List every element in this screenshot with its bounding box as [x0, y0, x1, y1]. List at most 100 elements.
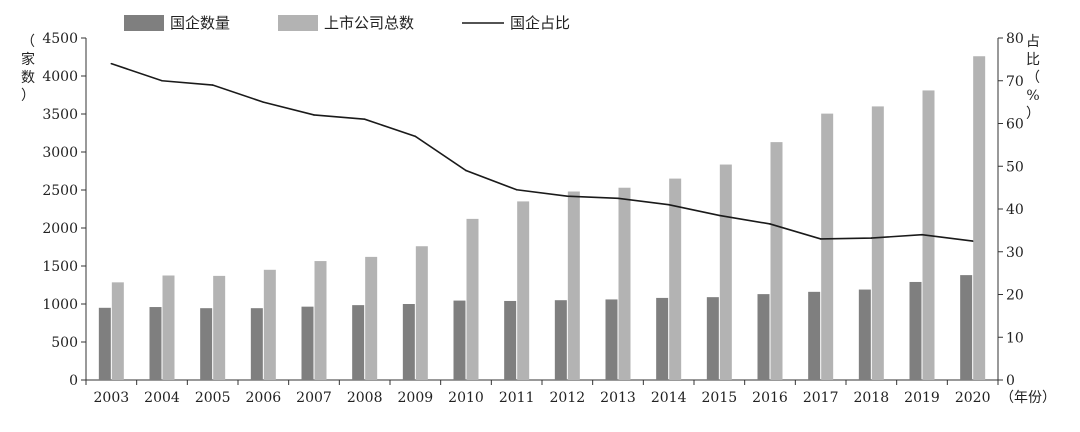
bar-soe-count	[504, 300, 517, 380]
y2-axis-title-char: （	[1026, 70, 1040, 86]
line-point-soe-share	[110, 62, 113, 65]
x-tick-label: 2017	[803, 390, 839, 406]
bar-soe-count	[605, 299, 618, 380]
legend-label-soe-count: 国企数量	[170, 14, 230, 32]
bar-soe-count	[706, 297, 719, 380]
x-unit-label: （年份）	[1000, 390, 1056, 406]
x-tick-label: 2004	[144, 390, 180, 406]
line-point-soe-share	[617, 197, 619, 200]
bar-soe-count	[301, 306, 314, 380]
bar-listed-total	[213, 275, 226, 380]
bar-soe-count	[656, 297, 669, 380]
y2-tick-label: 20	[1006, 288, 1024, 304]
line-point-soe-share	[819, 238, 822, 240]
bar-listed-total	[415, 246, 428, 380]
bar-soe-count	[858, 289, 871, 380]
line-point-soe-share	[718, 214, 721, 217]
y2-axis-title-char: 比	[1026, 52, 1040, 68]
bar-listed-total	[871, 106, 884, 381]
x-tick-label: 2014	[651, 390, 687, 406]
y-tick-label: 0	[69, 373, 78, 389]
y2-tick-label: 40	[1006, 202, 1024, 218]
x-tick-label: 2003	[94, 390, 130, 406]
bar-soe-count	[98, 307, 111, 380]
y-axis-title-char: （	[21, 34, 35, 50]
bar-listed-total	[263, 269, 276, 380]
bar-soe-count	[149, 307, 162, 380]
bar-listed-total	[162, 275, 175, 380]
y-axis-title-char: ）	[21, 88, 35, 104]
y2-axis-title-char: ）	[1026, 106, 1040, 122]
y2-axis-title-char: 占	[1026, 34, 1040, 50]
bar-soe-count	[250, 308, 263, 380]
y-tick-label: 4500	[42, 31, 78, 47]
x-tick-label: 2011	[499, 390, 535, 406]
bar-soe-count	[909, 281, 922, 380]
y-tick-label: 500	[51, 335, 78, 351]
x-tick-label: 2008	[347, 390, 383, 406]
y2-tick-label: 80	[1006, 31, 1024, 47]
line-point-soe-share	[313, 114, 315, 116]
line-point-soe-share	[769, 223, 771, 225]
y2-tick-label: 70	[1006, 74, 1024, 90]
bar-soe-count	[402, 304, 415, 380]
y-tick-label: 2500	[42, 183, 78, 199]
bar-soe-count	[200, 308, 213, 380]
y-tick-label: 3000	[42, 145, 78, 161]
bar-soe-count	[453, 300, 466, 380]
x-tick-label: 2009	[398, 390, 434, 406]
bar-soe-count	[554, 300, 567, 380]
x-tick-label: 2016	[752, 390, 788, 406]
x-tick-label: 2005	[195, 390, 231, 406]
legend-label-listed-total: 上市公司总数	[324, 14, 414, 32]
x-tick-label: 2012	[550, 390, 586, 406]
bar-listed-total	[365, 256, 378, 380]
line-point-soe-share	[971, 240, 974, 242]
bar-listed-total	[314, 261, 327, 380]
y2-axis-title-char: %	[1026, 88, 1039, 104]
x-tick-label: 2020	[955, 390, 991, 406]
legend-swatch-soe-count	[124, 15, 164, 31]
bar-listed-total	[770, 142, 783, 380]
y-tick-label: 1000	[42, 297, 78, 313]
line-point-soe-share	[465, 169, 467, 172]
y2-tick-label: 50	[1006, 159, 1024, 175]
x-tick-label: 2010	[448, 390, 484, 406]
x-tick-label: 2018	[854, 390, 890, 406]
y2-tick-label: 30	[1006, 245, 1024, 261]
line-point-soe-share	[363, 118, 366, 121]
y-tick-label: 2000	[42, 221, 78, 237]
y2-tick-label: 10	[1006, 330, 1024, 346]
bar-soe-count	[757, 294, 770, 380]
line-point-soe-share	[870, 237, 873, 239]
y2-tick-label: 60	[1006, 117, 1024, 133]
x-tick-label: 2006	[246, 390, 282, 406]
y-tick-label: 1500	[42, 259, 78, 275]
bar-listed-total	[618, 187, 631, 380]
y-axis-title-char: 家	[21, 51, 35, 68]
bar-listed-total	[973, 56, 986, 381]
line-point-soe-share	[262, 101, 265, 103]
bar-listed-total	[719, 164, 732, 380]
bar-soe-count	[808, 291, 821, 380]
line-point-soe-share	[211, 84, 214, 86]
line-point-soe-share	[414, 135, 417, 138]
bar-listed-total	[517, 201, 530, 380]
bar-listed-total	[567, 191, 580, 380]
x-tick-label: 2019	[904, 390, 940, 406]
x-tick-label: 2007	[296, 390, 332, 406]
bar-soe-count	[352, 305, 365, 380]
x-tick-label: 2015	[702, 390, 738, 406]
bar-listed-total	[466, 218, 479, 380]
y2-tick-label: 0	[1006, 373, 1015, 389]
bar-listed-total	[821, 113, 834, 381]
bar-listed-total	[669, 178, 682, 380]
line-point-soe-share	[515, 188, 518, 191]
legend-label-soe-share: 国企占比	[510, 14, 570, 32]
bar-soe-count	[960, 275, 973, 380]
line-point-soe-share	[921, 233, 923, 236]
y-tick-label: 4000	[42, 69, 78, 85]
bar-listed-total	[111, 282, 124, 380]
